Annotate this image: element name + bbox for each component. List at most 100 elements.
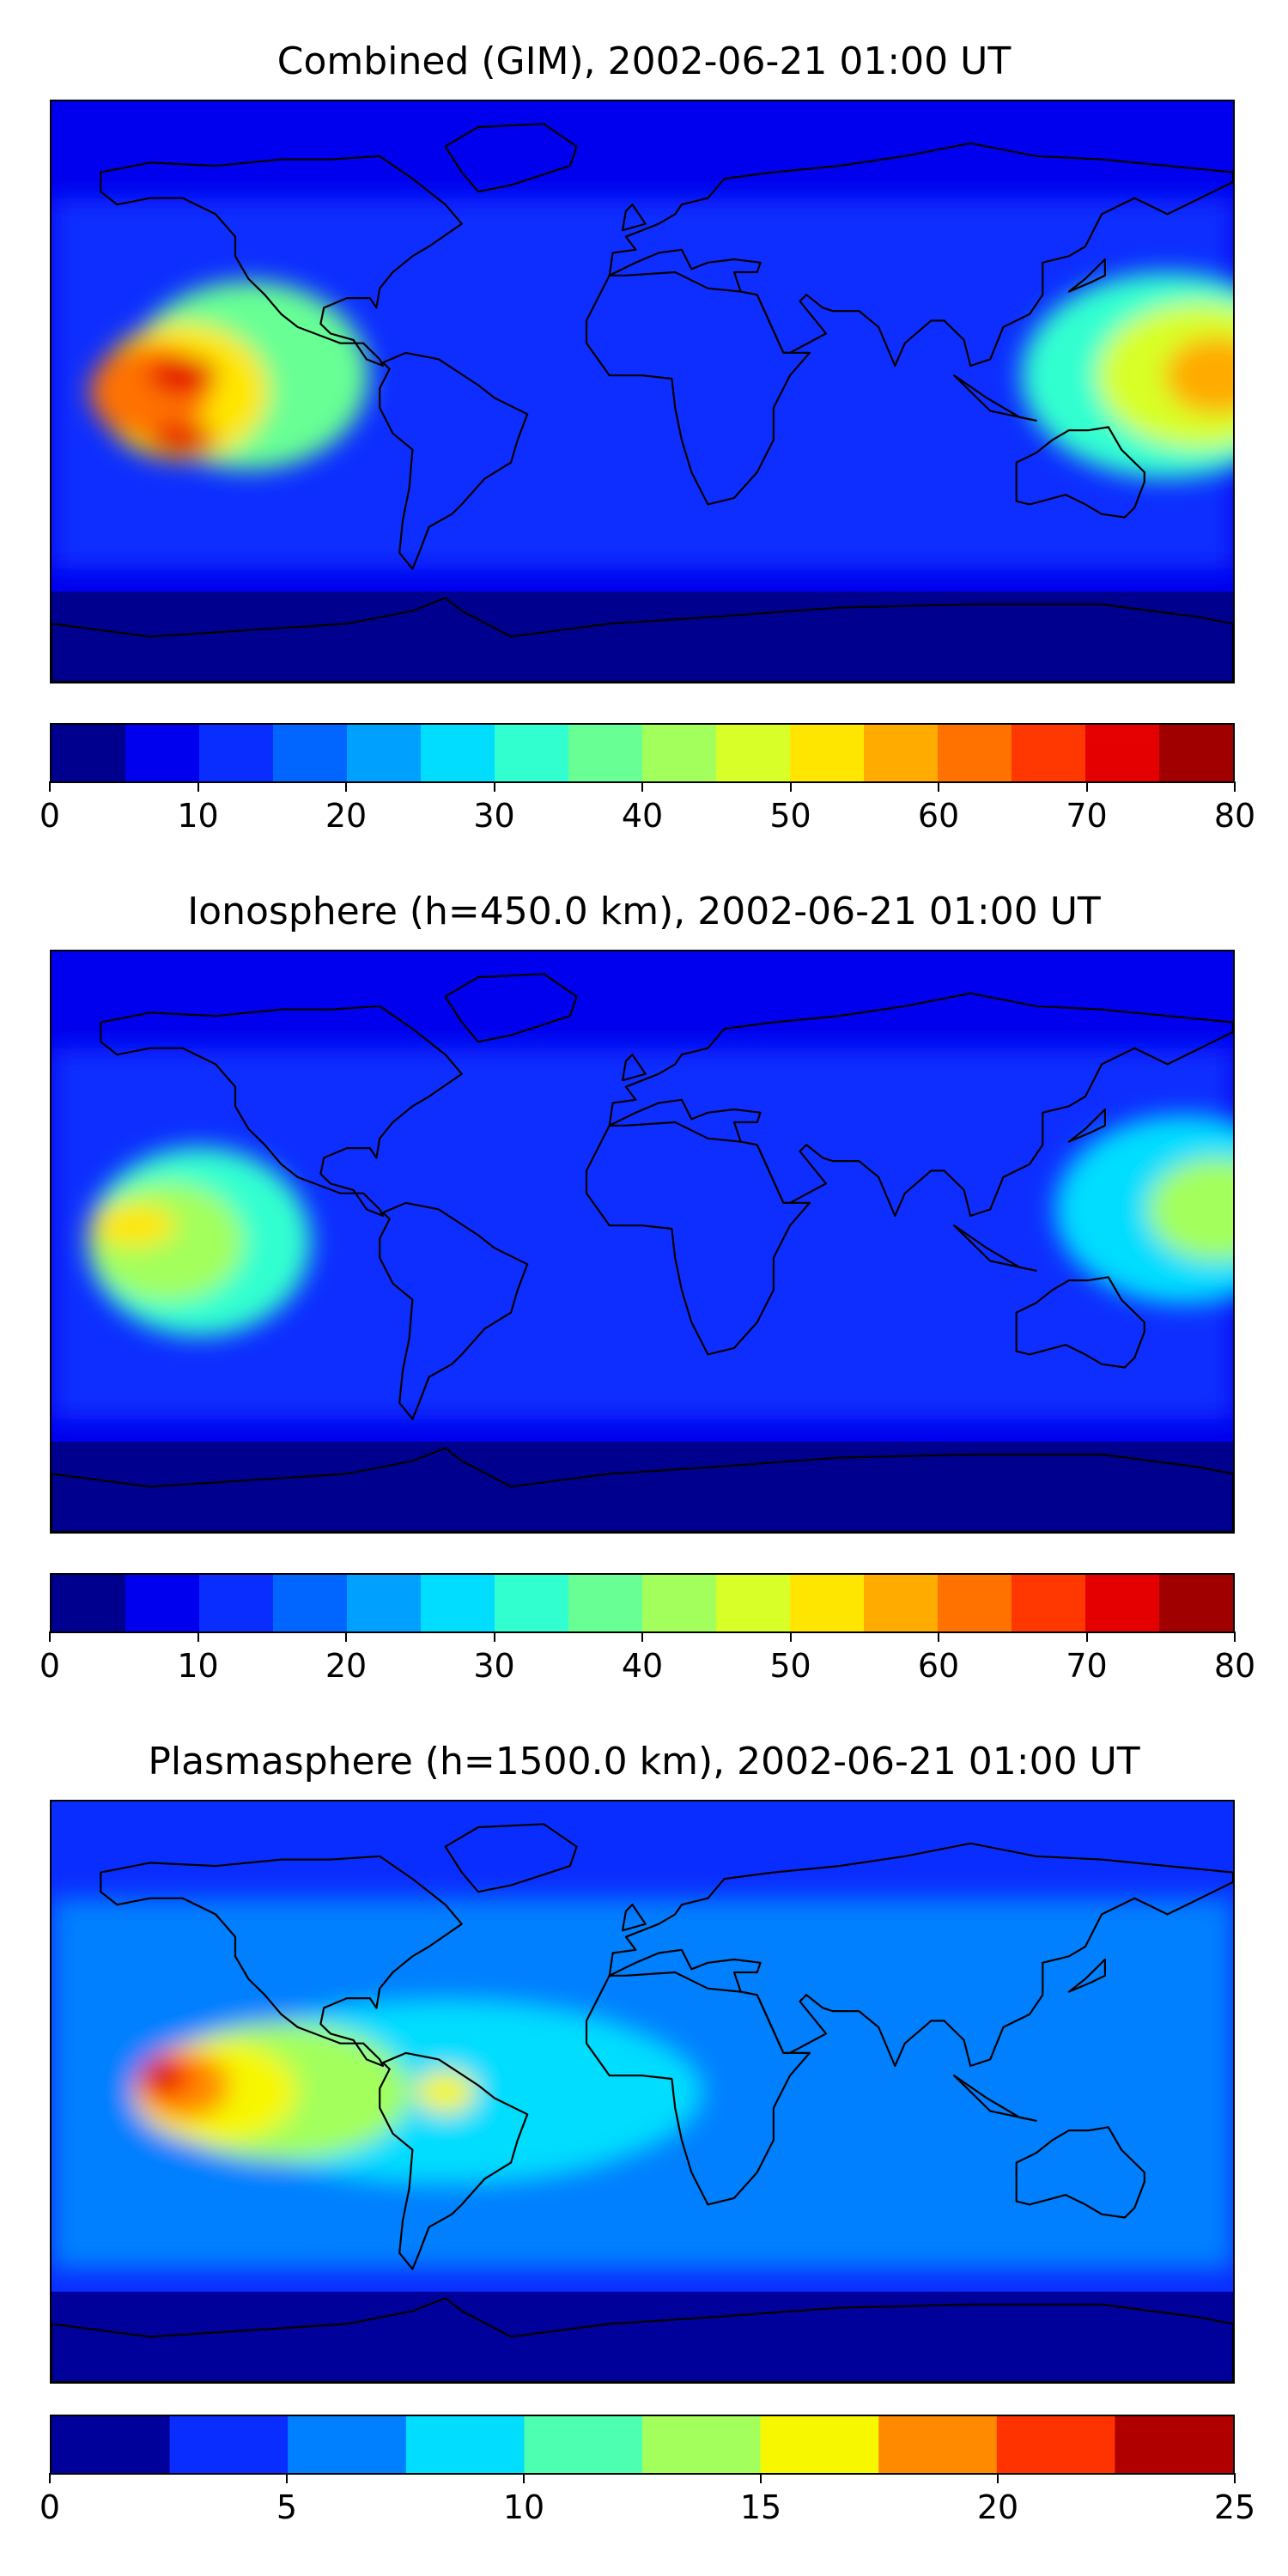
colorbar-swatch [568, 725, 643, 781]
tec-contour [1054, 1115, 1233, 1304]
coastline [585, 270, 811, 506]
colorbar-tick [641, 1631, 643, 1642]
coastline [1067, 1108, 1106, 1143]
coastline [622, 1054, 647, 1082]
colorbar-tick [789, 781, 792, 792]
colorbar-swatches [52, 2416, 1233, 2473]
tec-map [52, 101, 1233, 682]
coastline [379, 351, 529, 570]
colorbar-tick-label: 80 [1213, 797, 1256, 835]
colorbar-tick [1234, 2473, 1236, 2483]
colorbar-swatch [495, 725, 569, 781]
colorbar [50, 2415, 1235, 2475]
coastline [622, 1904, 647, 1932]
coastline [953, 1224, 1037, 1272]
colorbar-tick [197, 781, 199, 792]
coastline [608, 142, 1233, 368]
colorbar-swatch [864, 1575, 939, 1631]
colorbar-tick-label: 40 [621, 1647, 664, 1685]
coastline [444, 1823, 578, 1893]
colorbar-tick [760, 2473, 762, 2483]
coastline [100, 155, 463, 368]
colorbar [50, 1573, 1235, 1633]
coastline [1067, 258, 1106, 293]
coastline [444, 973, 578, 1043]
coastline [1015, 426, 1145, 519]
colorbar-swatch [716, 725, 791, 781]
colorbar-tick [789, 1631, 792, 1642]
colorbar-swatch [347, 1575, 422, 1631]
colorbar-tick-label: 10 [177, 1647, 219, 1685]
colorbar-swatch [421, 1575, 495, 1631]
colorbar-tick [997, 2473, 999, 2483]
tec-map [52, 951, 1233, 1532]
coastline [585, 1121, 811, 1356]
colorbar-tick [49, 781, 51, 792]
colorbar-ticks: 0 5 10 15 20 25 [39, 2473, 1255, 2526]
colorbar-tick [493, 1631, 495, 1642]
colorbar-swatch [568, 1575, 643, 1631]
colorbar-tick-label: 70 [1066, 1647, 1108, 1685]
colorbar-swatch [996, 2416, 1115, 2473]
map-plot[interactable] [50, 950, 1235, 1534]
colorbar-swatch [199, 725, 274, 781]
colorbar-tick-label: 25 [1213, 2488, 1256, 2526]
coastline [52, 1447, 1233, 1532]
coastline [379, 2051, 529, 2270]
colorbar-swatch [52, 725, 126, 781]
colorbar-tick-label: 20 [976, 2488, 1019, 2526]
colorbar-tick [493, 781, 495, 792]
colorbar-tick [938, 781, 939, 792]
colorbar-swatch [169, 2416, 289, 2473]
south-polar-band [52, 591, 1233, 682]
colorbar-swatch [347, 725, 422, 781]
tec-contour [90, 1204, 177, 1248]
colorbar-tick-label: 10 [502, 2488, 545, 2526]
colorbar-swatch [273, 725, 348, 781]
colorbar-tick [641, 781, 643, 792]
colorbar-tick [1085, 781, 1088, 792]
coastline [52, 2297, 1233, 2382]
colorbar-swatch [938, 1575, 1012, 1631]
colorbar-swatch [1012, 725, 1086, 781]
colorbar-tick [197, 1631, 199, 1642]
map-plot[interactable] [50, 1800, 1235, 2384]
anomaly-field [88, 1115, 1233, 1336]
colorbar-swatch [405, 2416, 525, 2473]
coastline [100, 1005, 463, 1218]
coastline [608, 992, 1233, 1218]
colorbar-tick [286, 2473, 288, 2483]
coastline [1067, 1958, 1106, 1993]
coastline [1015, 2126, 1145, 2219]
colorbar-swatch [1012, 1575, 1086, 1631]
coastline [1015, 1276, 1145, 1369]
south-polar-band [52, 1441, 1233, 1532]
colorbar-tick-label: 5 [276, 2488, 298, 2526]
coastline [379, 1201, 529, 1420]
tec-contour [1147, 1157, 1233, 1261]
coastline [52, 597, 1233, 682]
colorbar-swatch [642, 725, 717, 781]
colorbar-tick-label: 50 [769, 1647, 811, 1685]
coastline [622, 204, 647, 232]
coastline [953, 2075, 1037, 2122]
colorbar-swatch [1115, 2416, 1233, 2473]
map-title: Plasmasphere (h=1500.0 km), 2002-06-21 0… [148, 1740, 1140, 1783]
colorbar [50, 723, 1235, 783]
coastline [608, 1842, 1233, 2068]
colorbar-swatch [790, 725, 865, 781]
coastline [953, 374, 1037, 422]
tec-contour [148, 356, 217, 395]
colorbar-tick [49, 1631, 51, 1642]
colorbar-swatch [864, 725, 939, 781]
tec-contour [1164, 337, 1233, 415]
colorbar-tick-label: 50 [769, 797, 811, 835]
colorbar-tick-label: 60 [917, 797, 960, 835]
colorbar-tick-label: 40 [621, 797, 664, 835]
colorbar-swatch [938, 725, 1012, 781]
colorbar-swatch [642, 1575, 717, 1631]
colorbar-swatch [52, 1575, 126, 1631]
colorbar-swatch [524, 2416, 643, 2473]
colorbar-swatch [52, 2416, 171, 2473]
map-plot[interactable] [50, 100, 1235, 683]
